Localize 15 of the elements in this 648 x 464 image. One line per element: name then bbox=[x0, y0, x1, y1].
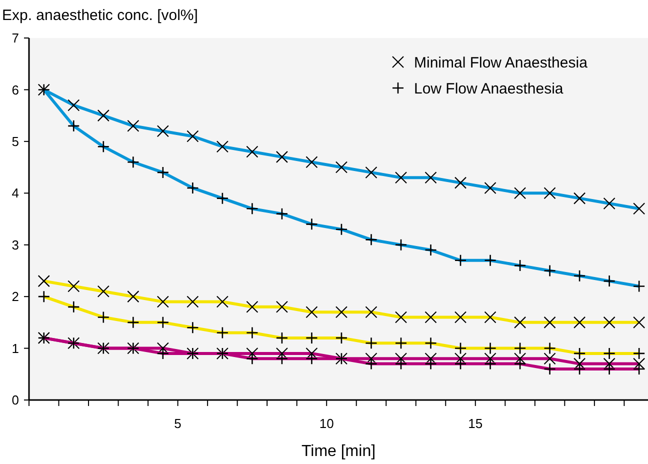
x-tick-label: 15 bbox=[468, 416, 483, 431]
y-tick-label: 5 bbox=[12, 134, 19, 149]
y-tick-label: 3 bbox=[12, 237, 19, 252]
y-tick-label: 1 bbox=[12, 340, 19, 356]
y-tick-label: 4 bbox=[12, 186, 19, 201]
y-tick-label: 2 bbox=[12, 289, 19, 304]
y-tick-label: 6 bbox=[12, 82, 19, 98]
legend-label: Minimal Flow Anaesthesia bbox=[414, 54, 588, 72]
x-tick-label: 10 bbox=[319, 416, 334, 431]
x-axis-title: Time [min] bbox=[301, 443, 376, 460]
y-tick-label: 0 bbox=[12, 392, 19, 408]
legend-label: Low Flow Anaesthesia bbox=[414, 80, 564, 98]
y-tick-label: 7 bbox=[12, 30, 19, 46]
x-tick-label: 5 bbox=[174, 416, 182, 431]
y-axis-title: Exp. anaesthetic conc. [vol%] bbox=[2, 7, 198, 24]
